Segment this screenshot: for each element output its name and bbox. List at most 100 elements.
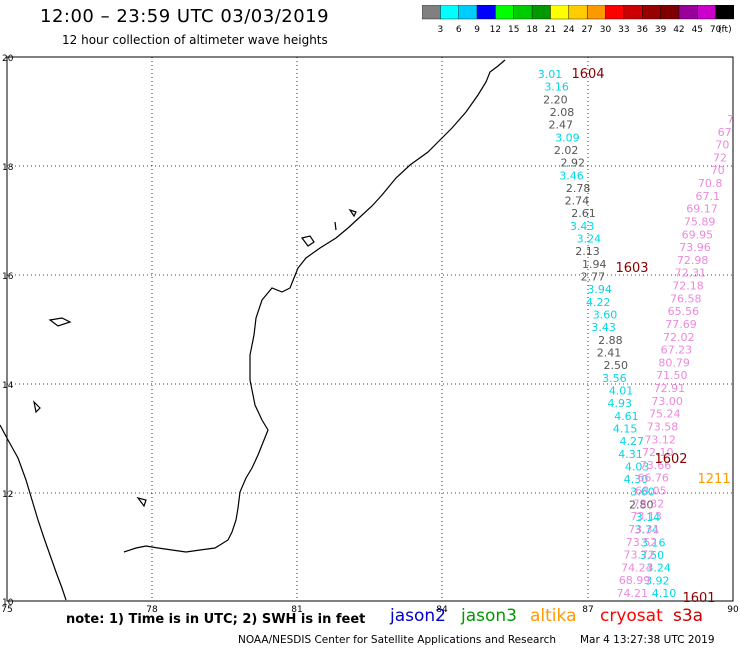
swh-value: 3.74 (634, 524, 659, 537)
island-4 (33, 400, 41, 414)
west-india-coast (0, 424, 67, 601)
swh-value: 66.76 (637, 472, 669, 485)
swh-value: 76.58 (670, 292, 702, 305)
colorbar-label: (ft) (718, 25, 732, 35)
x-tick-label: 81 (291, 605, 302, 615)
east-india-coast (123, 59, 506, 553)
y-tick-label: 18 (2, 163, 14, 173)
swh-value: 3.56 (602, 372, 627, 385)
island-3 (48, 317, 72, 327)
pass-marker: 1601 (682, 591, 715, 606)
pass-marker: 1603 (615, 261, 648, 276)
swh-value: 2.77 (581, 271, 606, 284)
swh-value: 2.74 (565, 195, 590, 208)
swh-value: 4.10 (652, 587, 677, 600)
map-grid (7, 57, 733, 601)
map-frame (6, 56, 734, 602)
swh-value: 2.02 (554, 144, 579, 157)
swh-value: 4.31 (618, 448, 643, 461)
swh-value: 69.17 (686, 203, 718, 216)
swh-value: 70 (715, 139, 729, 152)
island-5 (334, 221, 337, 231)
swh-value: 3.09 (555, 131, 580, 144)
swh-value: 73.66 (640, 459, 672, 472)
colorbar-label: 24 (563, 25, 575, 35)
colorbar-label: 30 (600, 25, 612, 35)
coastline (0, 59, 506, 601)
swh-value: 72.91 (654, 382, 686, 395)
swh-value: 77.69 (665, 318, 697, 331)
swh-value: 4.30 (624, 473, 649, 486)
colorbar-label: 36 (637, 25, 649, 35)
swh-value: 3.46 (559, 169, 584, 182)
swh-value: 75.89 (684, 215, 716, 228)
swh-value: 69.95 (682, 228, 714, 241)
swh-value: 74.24 (621, 561, 653, 574)
swh-value: 73.52 (626, 536, 658, 549)
swh-value: 2.50 (603, 359, 628, 372)
swh-value: 80.79 (658, 356, 690, 369)
swh-value: 3.43 (570, 220, 595, 233)
swh-value: 71.50 (656, 369, 688, 382)
swh-value: 2.13 (575, 245, 600, 258)
swh-value: 4.93 (608, 397, 633, 410)
swh-value: 73.72 (623, 549, 655, 562)
footer-note: note: 1) Time is in UTC; 2) SWH is in fe… (66, 612, 366, 627)
x-tick-label: 90 (727, 605, 739, 615)
colorbar-label: 33 (618, 25, 629, 35)
swh-value: 4.15 (613, 422, 638, 435)
y-tick-label: 12 (2, 490, 13, 500)
swh-value: 67.1 (696, 190, 721, 203)
x-tick-label: 78 (146, 605, 158, 615)
colorbar-label: 39 (655, 25, 667, 35)
colorbar-label: 21 (545, 25, 556, 35)
swh-value: 3.60 (593, 309, 618, 322)
island-6 (136, 497, 147, 508)
swh-value: 2.78 (566, 182, 591, 195)
x-tick-label: 84 (436, 605, 448, 615)
swh-value: 67.23 (661, 344, 693, 357)
swh-value: 4.22 (586, 296, 611, 309)
swh-value: 3.14 (636, 511, 661, 524)
y-tick-label: 10 (2, 598, 14, 608)
swh-value: 67 (718, 126, 732, 139)
y-tick-label: 14 (2, 381, 14, 391)
swh-value: 4.01 (609, 384, 634, 397)
swh-value: 3.43 (591, 321, 616, 334)
swh-value: 68.99 (619, 574, 651, 587)
swh-value: 3.60 (630, 486, 655, 499)
map-subtitle: 12 hour collection of altimeter wave hei… (62, 33, 328, 47)
footer-timestamp: Mar 4 13:27:38 UTC 2019 (580, 634, 715, 646)
colorbar-label: 70 (710, 25, 722, 35)
swh-value: 75.24 (649, 408, 681, 421)
map-title: 12:00 – 23:59 UTC 03/03/2019 (40, 6, 330, 27)
legend-altika: altika (530, 606, 577, 626)
pass-marker: 1211 (697, 472, 730, 487)
colorbar-label: 18 (526, 25, 538, 35)
color-legend: 3 6 9 12 15 18 21 24 27 30 33 36 39 42 45 70(ft) (422, 5, 734, 35)
swh-value: 3.92 (645, 574, 670, 587)
swh-value: 73.31 (628, 523, 660, 536)
swh-value: 3.16 (544, 81, 569, 94)
swh-value: 73.96 (679, 241, 711, 254)
colorbar-label: 3 (437, 25, 443, 35)
swh-value: 70.8 (698, 177, 723, 190)
colorbar-label: 12 (490, 25, 501, 35)
colorbar-label: 27 (581, 25, 592, 35)
swh-value: 4.03 (625, 460, 650, 473)
pass-marker: 1604 (571, 67, 604, 82)
swh-value: 4.61 (614, 410, 639, 423)
swh-value: 2.80 (629, 498, 654, 511)
swh-value: 2.47 (548, 119, 573, 132)
legend-jason3: jason3 (461, 606, 517, 626)
swh-value: 3.94 (587, 283, 612, 296)
swh-value: 72.31 (675, 267, 707, 280)
swh-value: 72.10 (642, 446, 674, 459)
swh-value: 2.20 (543, 93, 568, 106)
swh-value: 2.92 (561, 157, 586, 170)
swh-value: 70 (711, 164, 725, 177)
swh-value: 73.13 (630, 510, 662, 523)
x-tick-label: 75 (1, 605, 12, 615)
swh-value: 3.50 (640, 549, 665, 562)
